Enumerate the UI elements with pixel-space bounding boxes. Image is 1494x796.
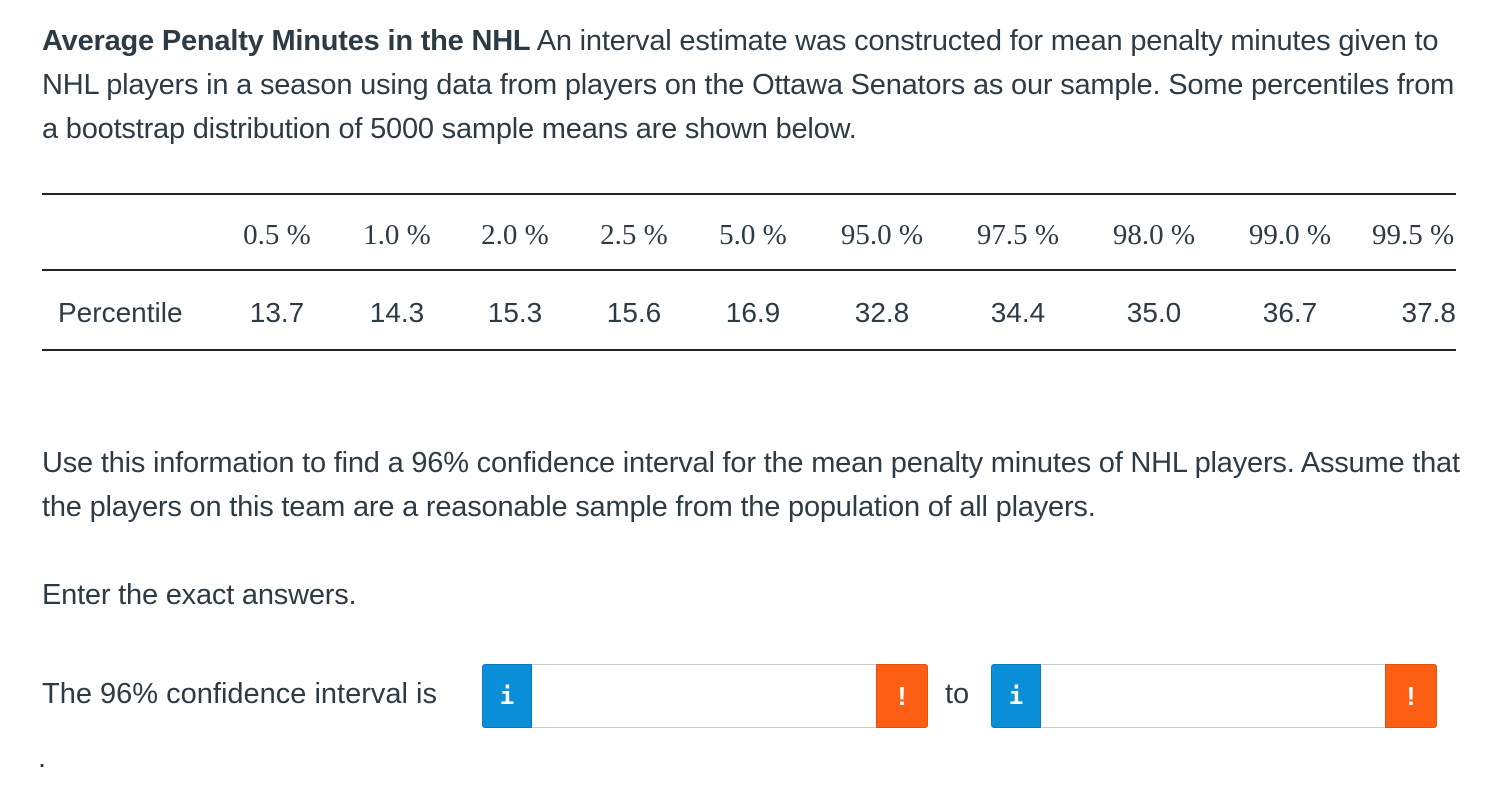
table-header-cell: 98.0 % — [1112, 219, 1196, 251]
table-cell: 13.7 — [249, 297, 305, 328]
upper-bound-input[interactable] — [1041, 664, 1385, 728]
table-cell: 36.7 — [1262, 297, 1318, 328]
exclamation-icon[interactable]: ! — [1385, 664, 1437, 728]
table-header-cell: 5.0 % — [719, 219, 787, 251]
info-icon[interactable]: i — [482, 664, 532, 728]
table-header-cell: 99.0 % — [1248, 219, 1332, 251]
to-label: to — [945, 678, 970, 710]
table-cell: 34.4 — [990, 297, 1046, 328]
table-header-cell: 97.5 % — [976, 219, 1060, 251]
lower-bound-input[interactable] — [532, 664, 876, 728]
table-top-rule — [42, 193, 1456, 195]
table-cell: 14.3 — [369, 297, 425, 328]
table-cell: 37.8 — [1401, 297, 1457, 328]
table-cell: 16.9 — [725, 297, 781, 328]
table-cell: 32.8 — [854, 297, 910, 328]
table-cell: 15.3 — [487, 297, 543, 328]
answer-row: The 96% confidence interval is i ! to i … — [42, 664, 1442, 730]
percentile-table: 0.5 % 1.0 % 2.0 % 2.5 % 5.0 % 95.0 % 97.… — [42, 193, 1456, 353]
table-bottom-rule — [42, 349, 1456, 351]
table-cell: 35.0 — [1126, 297, 1182, 328]
sentence-period: . — [38, 742, 47, 774]
exclamation-icon[interactable]: ! — [876, 664, 928, 728]
instruction-text: Enter the exact answers. — [42, 579, 357, 611]
table-header-rule — [42, 269, 1456, 271]
table-header-cell: 1.0 % — [363, 219, 431, 251]
table-row-label: Percentile — [58, 297, 183, 328]
table-header-cell: 0.5 % — [243, 219, 311, 251]
question-text: Use this information to find a 96% confi… — [42, 447, 1460, 523]
info-icon[interactable]: i — [991, 664, 1041, 728]
table-header-cell: 99.5 % — [1372, 219, 1455, 251]
answer-label: The 96% confidence interval is — [42, 678, 437, 710]
problem-intro-text: An interval estimate was constructed for… — [42, 25, 1455, 145]
problem-title: Average Penalty Minutes in the NHL — [42, 25, 531, 57]
table-header-cell: 2.5 % — [600, 219, 668, 251]
table-header-cell: 2.0 % — [481, 219, 549, 251]
table-header-cell: 95.0 % — [840, 219, 924, 251]
table-cell: 15.6 — [606, 297, 662, 328]
problem-intro: Average Penalty Minutes in the NHL An in… — [42, 19, 1462, 151]
